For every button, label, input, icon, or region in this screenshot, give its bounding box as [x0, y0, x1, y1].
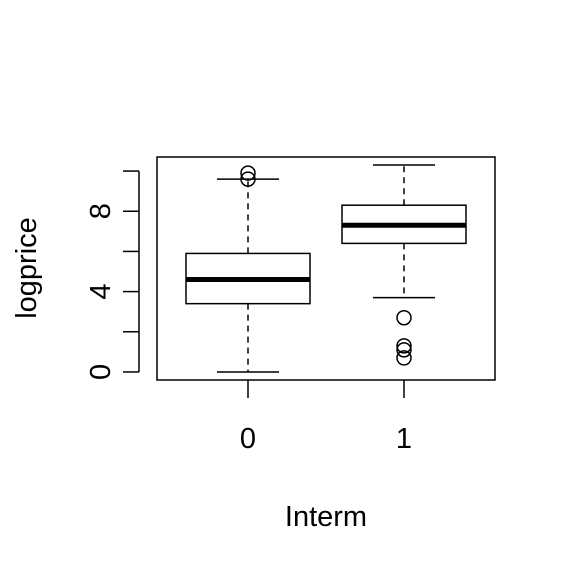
y-tick-label: 8: [85, 203, 117, 219]
outlier-point: [397, 311, 411, 325]
y-tick-label: 4: [85, 284, 117, 300]
outlier-point: [241, 166, 255, 180]
y-axis-label: logprice: [11, 217, 43, 319]
y-tick-label: 0: [85, 364, 117, 380]
boxes-group: [186, 165, 466, 372]
x-tick-label: 0: [240, 423, 256, 455]
x-axis-label: Interm: [285, 501, 367, 533]
x-tick-label: 1: [396, 423, 412, 455]
